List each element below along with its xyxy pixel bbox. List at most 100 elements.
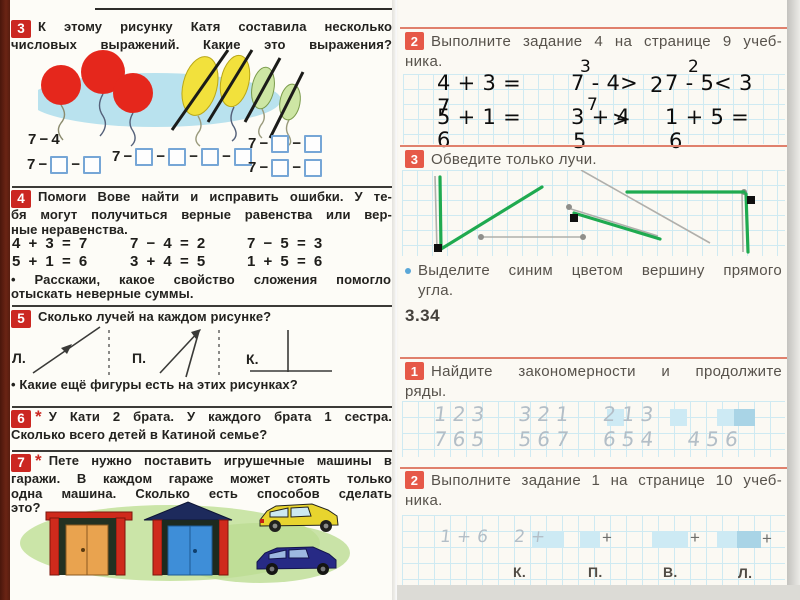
highlight-cell (532, 531, 564, 548)
right-page: 2 Выполните задание 4 на странице 9 учеб… (397, 0, 788, 585)
printed-lines (434, 169, 744, 253)
notebook-grid (403, 74, 785, 144)
typed-answer[interactable]: 7 (437, 95, 451, 119)
page-seam (392, 0, 399, 600)
task-6-badge: 6 (11, 410, 31, 428)
answer-box (304, 159, 323, 177)
task-7-star: * (35, 451, 42, 470)
equation: 7 − 4 = 2 (130, 235, 207, 252)
answer-grid: 1 + 6 2 + + + + К. П. В. Л. (402, 515, 785, 585)
equation: 4 + 3 = 7 (12, 235, 89, 252)
task-4-text-line1: Помоги Вове найти и исправить ошибки. У … (38, 189, 392, 204)
typed-answer[interactable]: 7 - 5< 3 (665, 71, 753, 95)
answer-box (271, 135, 290, 153)
handwritten-sequence: 765 567 654 456 (432, 427, 746, 451)
typed-answer[interactable]: 6 (437, 128, 451, 152)
arrowhead (61, 344, 72, 354)
task-6-text-line2: Сколько всего детей в Катиной семье? (11, 427, 268, 442)
arrowhead (191, 329, 201, 339)
task-3-right-badge: 3 (405, 150, 424, 168)
book-binding (0, 0, 10, 600)
point-label: П. (588, 564, 603, 580)
answer-box (83, 156, 102, 174)
equation: 5 + 1 = 6 (12, 253, 89, 270)
task-5-badge: 5 (11, 310, 31, 328)
sequence-grid: 123 321 213 765 567 654 456 (402, 401, 785, 457)
expression[interactable]: 7− − (248, 159, 323, 177)
task-5-bullet: • Какие ещё фигуры есть на этих рисунках… (11, 377, 298, 392)
highlight-cell (670, 409, 687, 426)
red-balloon (113, 73, 153, 113)
task-2-bottom-badge: 2 (405, 471, 424, 489)
plus-sign: + (762, 529, 773, 548)
expression[interactable]: 7− − (27, 156, 102, 174)
rays-and-lines (434, 169, 755, 254)
point-label: Л. (738, 565, 753, 581)
typed-answer[interactable]: 7 - 4> (571, 71, 639, 95)
bullet-line1: Выделите синим цветом вершину прямого (418, 262, 782, 279)
left-page: 3 К этому рисунку Катя составила несколь… (10, 0, 395, 600)
typed-answer[interactable]: 5 + 1 = (437, 105, 522, 129)
task-3-badge: 3 (11, 20, 31, 38)
red-balloon (81, 50, 125, 94)
task-2-top-line1: Выполните задание 4 на странице 9 учеб- (431, 33, 782, 50)
expression: 7−4 (28, 131, 60, 148)
task-4-bullet-line1: • Расскажи, какое свойство сложения помо… (11, 272, 391, 287)
crossed-out-strokes (170, 49, 305, 139)
answer-box (50, 156, 69, 174)
task-6-star: * (35, 407, 42, 426)
figure-label-L: Л. (12, 350, 26, 366)
task-2-bottom: 2 Выполните задание 1 на странице 10 уче… (405, 471, 782, 490)
task-7-text-line1: Пете нужно поставить игрушечные машины в (48, 453, 392, 468)
endpoint-squares (434, 196, 755, 252)
geometry-grid (402, 169, 785, 256)
figure-label-K: К. (246, 351, 259, 367)
task-3-right: 3 Обведите только лучи. (405, 150, 782, 169)
task-2-top: 2 Выполните задание 4 на странице 9 учеб… (405, 32, 782, 51)
typed-correction[interactable]: 3 (580, 57, 592, 77)
typed-answer[interactable]: 3 + 4 (571, 105, 631, 129)
typed-answer[interactable]: 1 + 5 = (665, 105, 750, 129)
answer-box (135, 148, 154, 166)
garages-figure (20, 501, 350, 583)
typed-correction[interactable]: 7 (587, 95, 599, 115)
section-number: 3.34 (405, 306, 441, 325)
highlight-cell (652, 531, 688, 548)
task-5: 5 Сколько лучей на каждом рисунке? (11, 309, 392, 328)
typed-answer[interactable]: 4 + 3 = (437, 71, 522, 95)
answer-box (201, 148, 220, 166)
red-balloon (41, 65, 81, 105)
task-3-right-text: Обведите только лучи. (431, 151, 597, 168)
point-label: В. (663, 564, 678, 580)
point-label: К. (513, 564, 527, 580)
bullet-line2: угла. (418, 282, 454, 299)
figure-label-P: П. (132, 350, 147, 366)
typed-answer[interactable]: 6 (669, 129, 683, 153)
typed-answer[interactable]: 2 (650, 73, 664, 97)
separator (12, 305, 392, 307)
task-7-badge: 7 (11, 454, 31, 472)
typed-correction[interactable]: 2 (688, 57, 700, 77)
task-6-text-line1: У Кати 2 брата. У каждого брата 1 сестра… (48, 409, 392, 424)
plus-sign: + (602, 528, 613, 547)
highlight-cell (580, 531, 600, 548)
task-1: 1 Найдите закономерности и продолжите (405, 362, 782, 381)
expression[interactable]: 7− − (248, 135, 323, 153)
task-3: 3 К этому рисунку Катя составила несколь… (11, 19, 392, 53)
green-trace-annotations[interactable] (438, 175, 750, 254)
task-4: 4 Помоги Вове найти и исправить ошибки. … (11, 189, 392, 237)
separator (12, 406, 392, 408)
typed-answer[interactable]: 5 (573, 129, 587, 153)
task-4-text-line2: бя могут получиться верные равенства или… (11, 207, 392, 222)
task-1-badge: 1 (405, 362, 424, 380)
faint-entry: 2 + (512, 527, 547, 547)
salmon-rule (400, 357, 787, 359)
plus-sign: + (690, 528, 701, 547)
answer-box (304, 135, 323, 153)
answer-box (168, 148, 187, 166)
typed-answer[interactable]: > (612, 107, 630, 131)
task-1-line1: Найдите закономерности и продолжите (431, 363, 782, 380)
salmon-rule (400, 467, 787, 469)
expression[interactable]: 7− − − − (112, 148, 252, 166)
highlight-cell (717, 409, 734, 426)
